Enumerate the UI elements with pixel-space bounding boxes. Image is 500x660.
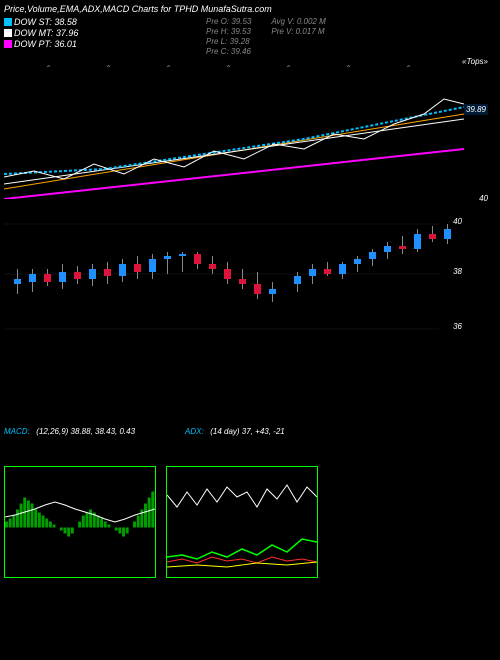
pre-o: Pre O: 39.53 <box>206 17 251 26</box>
ema-price-chart: ⌃ ⌃ ⌃ ⌃ ⌃ ⌃ ⌃ <box>4 59 464 199</box>
svg-text:⌃: ⌃ <box>224 64 231 73</box>
macd-params: (12,26,9) 38.88, 38.43, 0.43 <box>36 427 135 436</box>
legend-mt: DOW MT: 37.96 <box>4 28 204 38</box>
current-price-label: 39.89 <box>464 104 488 115</box>
svg-text:36: 36 <box>453 322 462 331</box>
macd-box <box>4 466 156 578</box>
tops-marker: «Tops» <box>462 57 488 66</box>
adx-box <box>166 466 318 578</box>
swatch-st <box>4 18 12 26</box>
adx-params: (14 day) 37, +43, -21 <box>210 427 285 436</box>
adx-title: ADX: <box>185 427 204 436</box>
info-col-1: Pre O: 39.53 Pre H: 39.53 Pre L: 39.28 P… <box>206 16 251 57</box>
pre-v: Pre V: 0.017 M <box>271 27 325 36</box>
candle-panel: 403836Volume <box>4 214 488 334</box>
top-price-panel: ⌃⌃⌃⌃⌃⌃⌃ «Tops» 39.89 40 <box>4 59 488 199</box>
svg-text:⌃: ⌃ <box>104 64 111 73</box>
spacer-panel <box>4 336 488 376</box>
legend-st: DOW ST: 38.58 <box>4 17 204 27</box>
svg-text:⌃: ⌃ <box>344 64 351 73</box>
svg-text:⌃: ⌃ <box>164 64 171 73</box>
legend-pt-label: DOW PT: 36.01 <box>14 39 77 49</box>
macd-header: MACD: (12,26,9) 38.88, 38.43, 0.43 <box>4 426 135 436</box>
legend-st-label: DOW ST: 38.58 <box>14 17 77 27</box>
pre-c: Pre C: 39.46 <box>206 47 251 56</box>
avg-v: Avg V: 0.002 M <box>271 17 325 26</box>
svg-text:⌃: ⌃ <box>44 64 51 73</box>
adx-chart <box>166 466 318 578</box>
legend-block: DOW ST: 38.58 DOW MT: 37.96 DOW PT: 36.0… <box>4 16 204 57</box>
candlestick-chart: 403836Volume <box>4 214 464 334</box>
adx-header: ADX: (14 day) 37, +43, -21 <box>185 426 285 436</box>
svg-text:38: 38 <box>453 267 462 276</box>
swatch-mt <box>4 29 12 37</box>
indicator-row <box>4 466 488 578</box>
legend-pt: DOW PT: 36.01 <box>4 39 204 49</box>
svg-text:⌃: ⌃ <box>404 64 411 73</box>
chart-title: Price,Volume,EMA,ADX,MACD Charts for TPH… <box>4 4 488 14</box>
info-block: Pre O: 39.53 Pre H: 39.53 Pre L: 39.28 P… <box>206 16 326 57</box>
pre-l: Pre L: 39.28 <box>206 37 251 46</box>
top-tick-40: 40 <box>479 194 488 203</box>
pre-h: Pre H: 39.53 <box>206 27 251 36</box>
macd-title: MACD: <box>4 427 30 436</box>
svg-text:⌃: ⌃ <box>284 64 291 73</box>
svg-text:40: 40 <box>453 217 462 226</box>
legend-mt-label: DOW MT: 37.96 <box>14 28 78 38</box>
indicator-labels-row: MACD: (12,26,9) 38.88, 38.43, 0.43 ADX: … <box>4 426 488 436</box>
header-row: DOW ST: 38.58 DOW MT: 37.96 DOW PT: 36.0… <box>4 16 488 57</box>
swatch-pt <box>4 40 12 48</box>
macd-chart <box>4 466 156 578</box>
info-col-2: Avg V: 0.002 M Pre V: 0.017 M <box>271 16 325 57</box>
